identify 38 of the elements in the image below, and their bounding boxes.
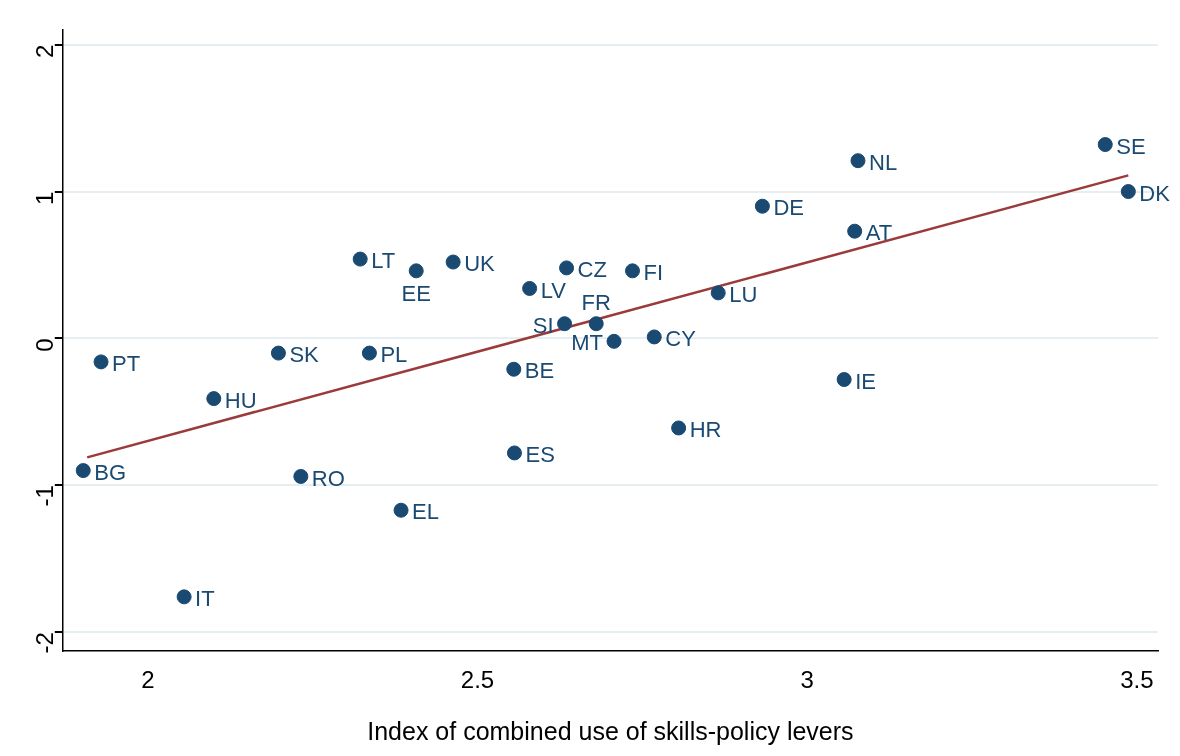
data-label: SK: [289, 342, 320, 368]
data-label: NL: [868, 149, 898, 175]
data-label: DK: [1139, 180, 1171, 206]
data-label: DE: [773, 195, 804, 221]
data-label: UK: [464, 251, 496, 277]
data-label: SE: [1116, 133, 1146, 159]
data-label: EE: [401, 280, 431, 306]
data-label: IE: [855, 368, 876, 394]
data-label: ES: [525, 442, 555, 468]
data-label: LV: [540, 277, 567, 303]
data-label: PL: [380, 342, 408, 368]
y-tick-label: 1: [31, 191, 59, 205]
data-label: SI: [532, 312, 554, 338]
y-tick-label: 2: [31, 44, 59, 59]
data-label: FR: [581, 289, 611, 315]
data-label: RO: [311, 465, 345, 491]
y-tick-label: 0: [31, 338, 59, 352]
x-tick-label: 2.5: [460, 666, 495, 694]
data-label: AT: [865, 220, 893, 246]
data-label: IT: [195, 585, 215, 611]
data-label: BE: [524, 358, 555, 384]
data-label: PT: [112, 350, 141, 376]
data-label: LU: [729, 281, 758, 307]
x-tick-label: 3.5: [1120, 666, 1154, 694]
y-tick-label: -1: [31, 485, 59, 507]
data-label: CZ: [577, 256, 607, 282]
x-tick-label: 2: [141, 666, 155, 694]
data-label: FI: [643, 259, 664, 285]
y-tick-label: -2: [31, 632, 59, 654]
data-label: BG: [94, 459, 127, 485]
data-label: EL: [412, 499, 439, 525]
x-tick-label: 3: [800, 666, 814, 694]
data-label: HR: [689, 417, 722, 443]
data-label: MT: [571, 330, 604, 356]
data-label: HU: [224, 387, 257, 413]
x-axis-title: Index of combined use of skills-policy levers: [367, 716, 854, 745]
data-label: CY: [665, 325, 697, 351]
data-label: LT: [371, 248, 396, 274]
